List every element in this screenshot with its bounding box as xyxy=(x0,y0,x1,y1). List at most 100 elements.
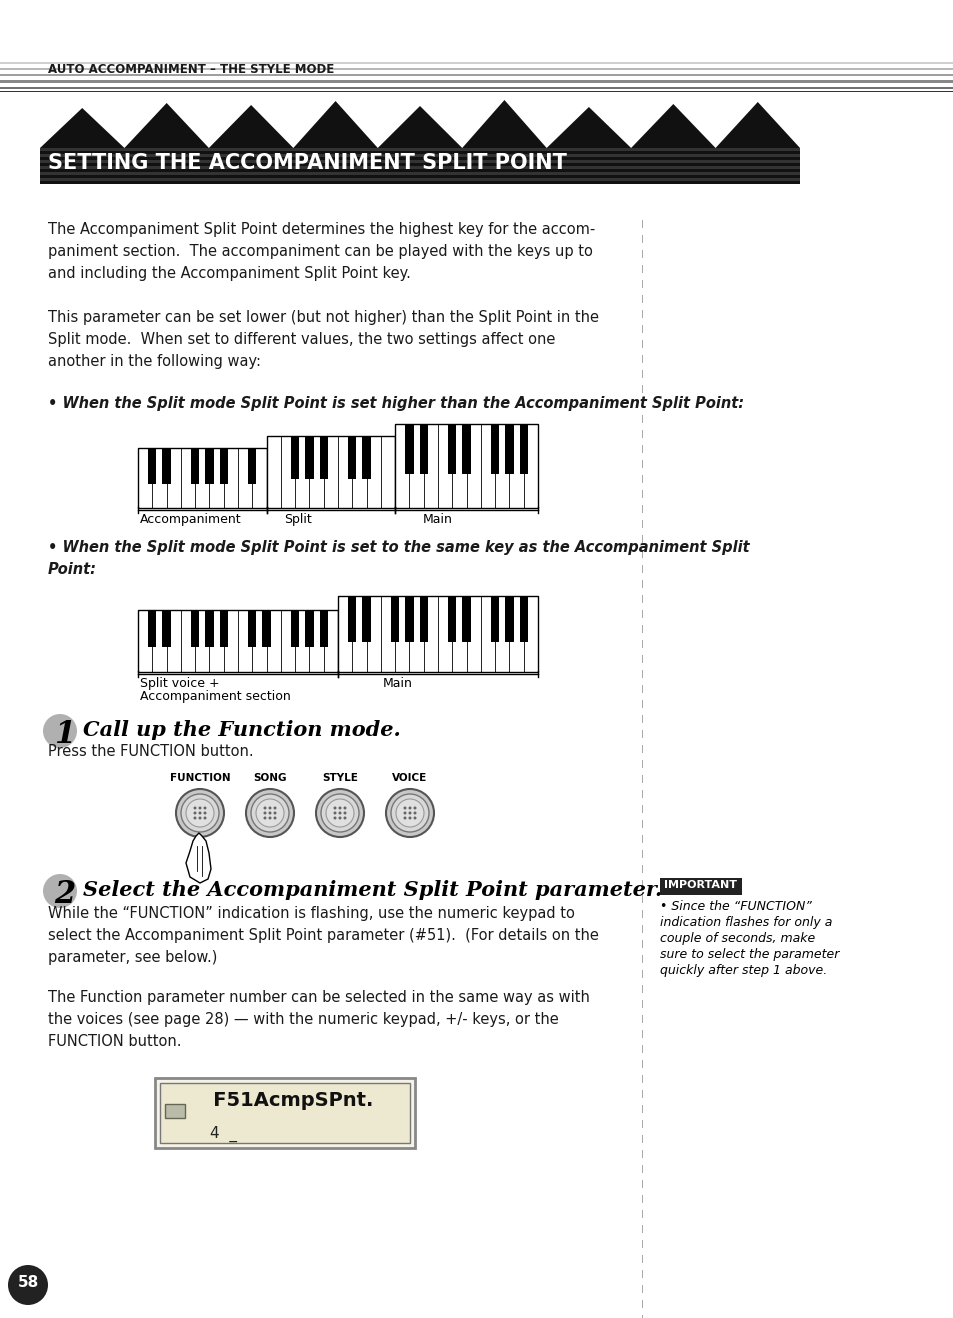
Bar xyxy=(40,157,800,159)
Text: Main: Main xyxy=(423,513,453,526)
Bar xyxy=(291,610,299,647)
Bar xyxy=(0,74,953,76)
Circle shape xyxy=(391,793,429,832)
Bar xyxy=(641,250,642,258)
Bar xyxy=(641,340,642,348)
Text: the voices (see page 28) — with the numeric keypad, +/- keys, or the: the voices (see page 28) — with the nume… xyxy=(48,1012,558,1027)
Bar xyxy=(641,474,642,482)
Bar xyxy=(505,596,513,642)
Bar xyxy=(641,685,642,693)
Circle shape xyxy=(274,816,276,820)
Bar xyxy=(641,925,642,933)
Bar xyxy=(641,880,642,888)
Circle shape xyxy=(408,816,411,820)
Bar xyxy=(641,775,642,783)
Polygon shape xyxy=(40,100,800,185)
Circle shape xyxy=(198,807,201,809)
Bar xyxy=(641,700,642,708)
Bar xyxy=(641,895,642,903)
Bar xyxy=(0,80,953,83)
Bar xyxy=(519,596,527,642)
Text: Point:: Point: xyxy=(48,561,97,577)
Bar xyxy=(641,1315,642,1318)
Text: AUTO ACCOMPANIMENT – THE STYLE MODE: AUTO ACCOMPANIMENT – THE STYLE MODE xyxy=(48,63,334,76)
Text: While the “FUNCTION” indication is flashing, use the numeric keypad to: While the “FUNCTION” indication is flash… xyxy=(48,905,575,921)
Bar xyxy=(491,596,498,642)
Circle shape xyxy=(203,807,206,809)
Bar xyxy=(641,220,642,228)
Text: Accompaniment section: Accompaniment section xyxy=(140,691,291,702)
Bar xyxy=(641,760,642,768)
Circle shape xyxy=(251,793,289,832)
Bar xyxy=(641,1271,642,1278)
Bar xyxy=(165,1104,185,1118)
Circle shape xyxy=(408,807,411,809)
Text: The Accompaniment Split Point determines the highest key for the accom-: The Accompaniment Split Point determines… xyxy=(48,221,595,237)
Bar xyxy=(641,295,642,303)
Bar xyxy=(205,610,213,647)
Circle shape xyxy=(203,812,206,815)
Bar xyxy=(40,169,800,173)
Bar xyxy=(0,69,953,70)
Circle shape xyxy=(193,807,196,809)
Bar xyxy=(641,1285,642,1293)
Bar xyxy=(641,610,642,618)
Bar xyxy=(0,62,953,65)
Circle shape xyxy=(8,1265,48,1305)
Bar xyxy=(219,448,228,484)
Circle shape xyxy=(175,789,224,837)
Bar xyxy=(641,789,642,797)
Circle shape xyxy=(186,799,213,826)
Bar xyxy=(659,878,741,895)
Bar xyxy=(641,1180,642,1188)
Circle shape xyxy=(386,789,434,837)
Text: SETTING THE ACCOMPANIMENT SPLIT POINT: SETTING THE ACCOMPANIMENT SPLIT POINT xyxy=(48,153,566,173)
Bar xyxy=(191,610,199,647)
Bar xyxy=(641,370,642,378)
Text: 4  _: 4 _ xyxy=(210,1126,236,1143)
Bar xyxy=(419,424,427,474)
Bar xyxy=(641,460,642,468)
Text: 58: 58 xyxy=(17,1275,38,1290)
Circle shape xyxy=(263,812,266,815)
Bar xyxy=(40,163,800,166)
Bar xyxy=(362,436,371,480)
Bar xyxy=(641,1060,642,1068)
Circle shape xyxy=(203,816,206,820)
Bar xyxy=(162,448,171,484)
Bar xyxy=(641,1120,642,1128)
Bar xyxy=(40,166,800,169)
Circle shape xyxy=(43,714,77,749)
Text: 2: 2 xyxy=(54,879,75,909)
Bar xyxy=(40,159,800,163)
Bar xyxy=(641,1195,642,1203)
Bar xyxy=(641,1151,642,1159)
Bar xyxy=(641,279,642,289)
Bar xyxy=(419,596,427,642)
Circle shape xyxy=(403,816,406,820)
Bar xyxy=(641,985,642,992)
Text: sure to select the parameter: sure to select the parameter xyxy=(659,948,839,961)
Text: • When the Split mode Split Point is set higher than the Accompaniment Split Poi: • When the Split mode Split Point is set… xyxy=(48,395,743,411)
Bar xyxy=(448,596,456,642)
Bar xyxy=(641,235,642,243)
Bar xyxy=(641,505,642,513)
Bar xyxy=(491,424,498,474)
Bar xyxy=(641,1224,642,1234)
Circle shape xyxy=(334,807,336,809)
Circle shape xyxy=(338,816,341,820)
Text: This parameter can be set lower (but not higher) than the Split Point in the: This parameter can be set lower (but not… xyxy=(48,310,598,326)
Bar xyxy=(391,596,399,642)
Bar xyxy=(641,310,642,318)
Bar xyxy=(40,181,800,185)
Bar xyxy=(641,1104,642,1112)
Bar xyxy=(291,436,299,480)
Text: F51AcmpSPnt.: F51AcmpSPnt. xyxy=(193,1091,373,1110)
Text: Split: Split xyxy=(284,513,312,526)
Text: select the Accompaniment Split Point parameter (#51).  (For details on the: select the Accompaniment Split Point par… xyxy=(48,928,598,942)
Text: SONG: SONG xyxy=(253,772,287,783)
Circle shape xyxy=(193,816,196,820)
Bar xyxy=(40,175,800,178)
Bar xyxy=(462,424,470,474)
Bar xyxy=(148,610,156,647)
